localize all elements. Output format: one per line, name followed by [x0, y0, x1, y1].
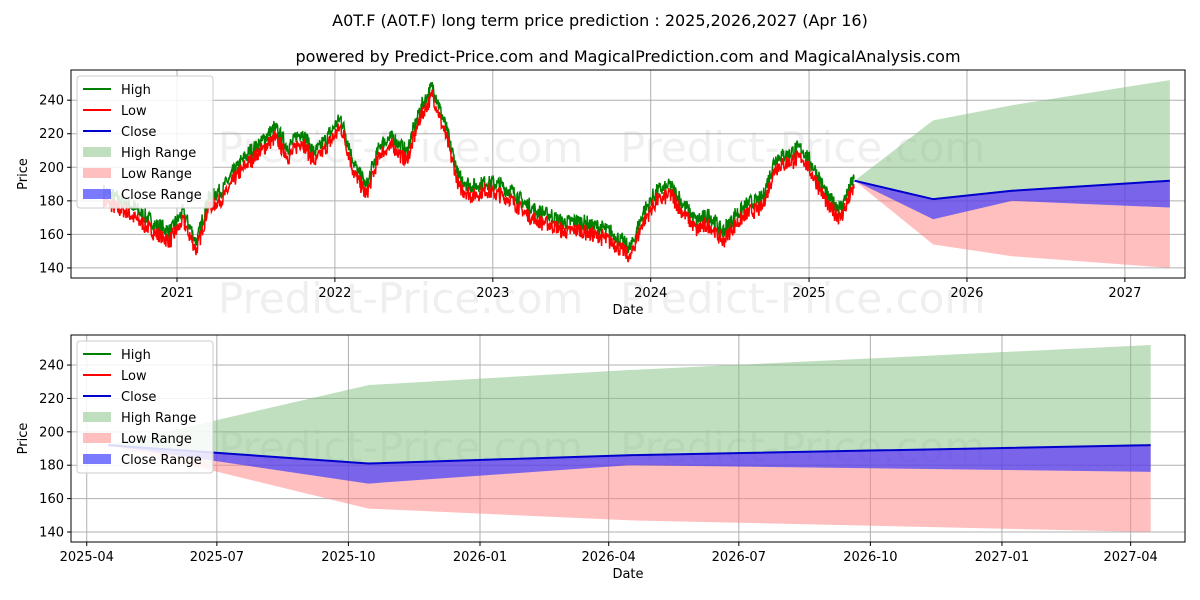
x-axis-label: Date: [612, 303, 643, 318]
plot-area: [108, 345, 1151, 532]
x-axis-label: Date: [612, 567, 643, 582]
legend-label: Close: [121, 390, 156, 405]
legend-label: Low: [121, 104, 147, 119]
x-tick-label: 2025-04: [60, 550, 114, 565]
x-tick-label: 2026-07: [712, 550, 766, 565]
legend-label: High Range: [121, 411, 196, 426]
x-tick-label: 2025-10: [321, 550, 375, 565]
close-series-line: [854, 179, 1170, 201]
high-series-line: [102, 81, 855, 255]
legend-label: Low Range: [121, 432, 192, 447]
legend-label: High: [121, 348, 151, 363]
y-tick-label: 180: [39, 194, 64, 209]
low-series-line: [102, 89, 855, 263]
chart-subtitle: powered by Predict-Price.com and Magical…: [295, 47, 960, 66]
chart-title: A0T.F (A0T.F) long term price prediction…: [332, 11, 868, 30]
y-axis-label: Price: [16, 423, 31, 455]
plot-frame: [70, 334, 1186, 543]
x-tick-label: 2027-04: [1103, 550, 1157, 565]
plot-area: [102, 80, 1170, 268]
x-tick-label: 2026: [950, 286, 983, 301]
legend-label: High: [121, 83, 151, 98]
bottom-panel: Predict-Price.comPredict-Price.com140160…: [16, 334, 1186, 582]
y-tick-label: 160: [39, 492, 64, 507]
watermark-text: Predict-Price.com: [218, 274, 583, 323]
legend-label: Low Range: [121, 167, 192, 182]
x-tick-label: 2026-01: [453, 550, 507, 565]
legend-swatch: [83, 189, 111, 199]
y-tick-label: 220: [39, 392, 64, 407]
close-series-line: [108, 444, 1151, 465]
legend-swatch: [83, 433, 111, 443]
legend-swatch: [83, 412, 111, 422]
y-tick-label: 200: [39, 425, 64, 440]
x-tick-label: 2026-04: [582, 550, 636, 565]
x-tick-label: 2027: [1108, 286, 1141, 301]
x-tick-label: 2024: [634, 286, 667, 301]
high-range-area: [108, 345, 1151, 464]
y-tick-label: 240: [39, 359, 64, 374]
close-range-area: [108, 445, 1151, 484]
y-tick-label: 140: [39, 525, 64, 540]
legend-label: Low: [121, 369, 147, 384]
x-tick-label: 2026-10: [843, 550, 897, 565]
top-panel: Predict-Price.com Predict-Price.comPredic…: [16, 69, 1186, 323]
legend-swatch: [83, 147, 111, 157]
plot-frame: [70, 69, 1186, 279]
x-tick-label: 2027-01: [975, 550, 1029, 565]
y-axis-label: Price: [16, 158, 31, 190]
y-tick-label: 200: [39, 161, 64, 176]
x-tick-label: 2022: [318, 286, 351, 301]
y-tick-label: 160: [39, 228, 64, 243]
legend-label: Close Range: [121, 188, 202, 203]
x-tick-label: 2023: [476, 286, 509, 301]
x-tick-label: 2021: [160, 286, 193, 301]
y-tick-label: 140: [39, 261, 64, 276]
y-tick-label: 180: [39, 459, 64, 474]
x-tick-label: 2025: [793, 286, 826, 301]
y-tick-label: 220: [39, 127, 64, 142]
legend-swatch: [83, 454, 111, 464]
legend-label: Close Range: [121, 453, 202, 468]
x-tick-label: 2025-07: [190, 550, 244, 565]
legend-label: Close: [121, 125, 156, 140]
close-range-area: [854, 180, 1170, 220]
legend-swatch: [83, 168, 111, 178]
y-tick-label: 240: [39, 94, 64, 109]
high-range-area: [854, 80, 1170, 200]
legend-label: High Range: [121, 146, 196, 161]
watermark-text: Predict-Price.com: [620, 274, 985, 323]
